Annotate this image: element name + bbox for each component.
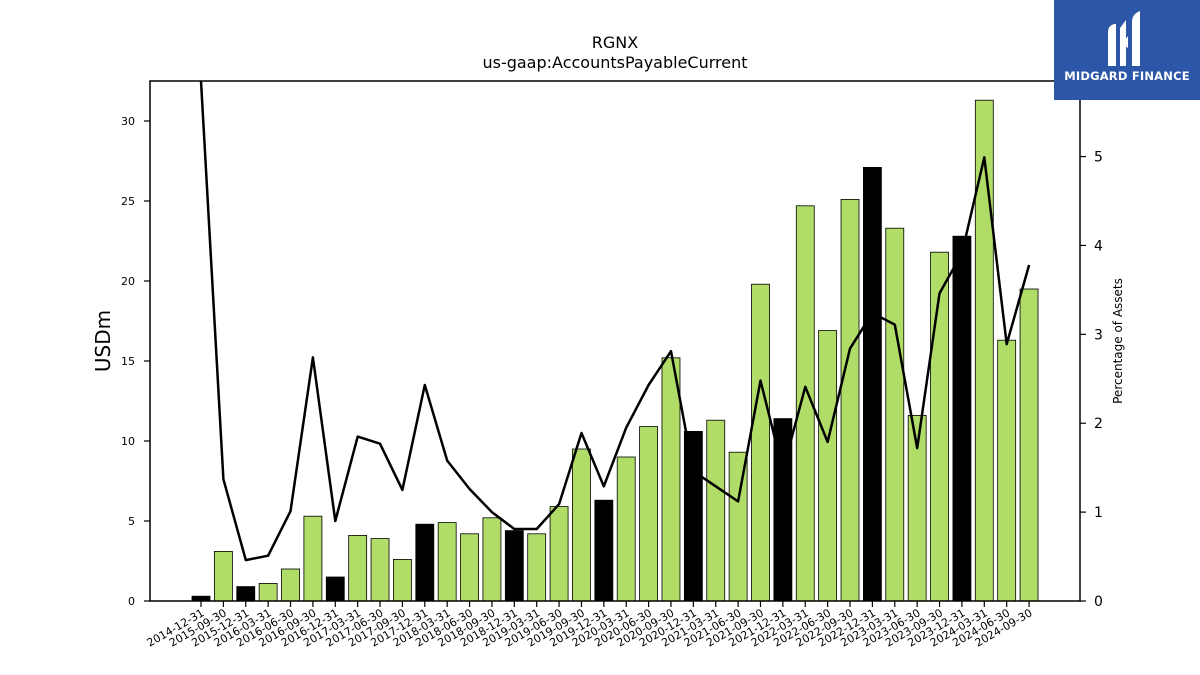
bar xyxy=(460,533,479,602)
chart-subtitle: us-gaap:AccountsPayableCurrent xyxy=(482,53,747,72)
bar xyxy=(616,456,636,602)
y-tick-label: 25 xyxy=(121,195,135,208)
y-tick-label: 30 xyxy=(121,115,135,128)
bar xyxy=(706,419,726,602)
y2-tick-label: 2 xyxy=(1094,416,1103,432)
bar xyxy=(549,506,569,602)
bar xyxy=(885,227,905,602)
y-axis-label: USDm xyxy=(91,310,115,372)
bar xyxy=(437,522,457,602)
y2-tick-label: 1 xyxy=(1094,505,1103,521)
bar xyxy=(325,576,345,602)
bar xyxy=(527,533,547,602)
bar xyxy=(639,426,658,602)
bar xyxy=(303,515,323,602)
bar xyxy=(728,451,748,602)
bar xyxy=(661,357,681,602)
bar xyxy=(974,99,994,602)
bar xyxy=(393,559,412,602)
bar xyxy=(952,235,972,602)
y2-tick-label: 5 xyxy=(1094,150,1103,166)
bar xyxy=(415,523,435,602)
bar xyxy=(683,430,703,602)
bar xyxy=(348,535,368,602)
bar xyxy=(594,499,614,602)
midgard-logo-icon xyxy=(1108,11,1140,66)
bar xyxy=(840,198,860,602)
y-axis: 0 5 10 15 20 25 30 xyxy=(121,115,150,608)
bar xyxy=(930,251,949,602)
percentage-line xyxy=(199,80,1031,562)
x-axis: 2014-12-312015-09-302015-12-312016-03-31… xyxy=(145,601,1035,650)
bar xyxy=(572,448,591,602)
brand-name: MIDGARD FINANCE xyxy=(1064,69,1190,83)
bar xyxy=(818,330,838,602)
y2-tick-label: 3 xyxy=(1094,327,1103,343)
bar xyxy=(504,530,524,602)
bar xyxy=(863,166,882,602)
bar xyxy=(236,586,256,602)
y2-axis-label: Percentage of Assets xyxy=(1111,278,1125,404)
bar-series xyxy=(191,99,1039,602)
bar xyxy=(370,538,390,602)
y-tick-label: 15 xyxy=(121,355,135,368)
y-tick-label: 0 xyxy=(128,595,135,608)
y-tick-label: 10 xyxy=(121,435,135,448)
y2-tick-label: 0 xyxy=(1094,594,1103,610)
bar xyxy=(281,568,300,602)
y2-tick-label: 4 xyxy=(1094,238,1103,254)
bar xyxy=(997,339,1017,602)
bar xyxy=(213,551,233,602)
bar xyxy=(482,517,502,602)
y-tick-label: 5 xyxy=(128,515,135,528)
plot-frame xyxy=(149,80,1081,602)
y2-axis: 0 1 2 3 4 5 xyxy=(1080,150,1103,610)
bar xyxy=(1019,288,1039,602)
brand-logo: MIDGARD FINANCE xyxy=(1054,0,1200,100)
chart-title: RGNX xyxy=(592,33,638,52)
y-tick-label: 20 xyxy=(121,275,135,288)
bar xyxy=(258,583,278,602)
bar xyxy=(751,283,770,602)
